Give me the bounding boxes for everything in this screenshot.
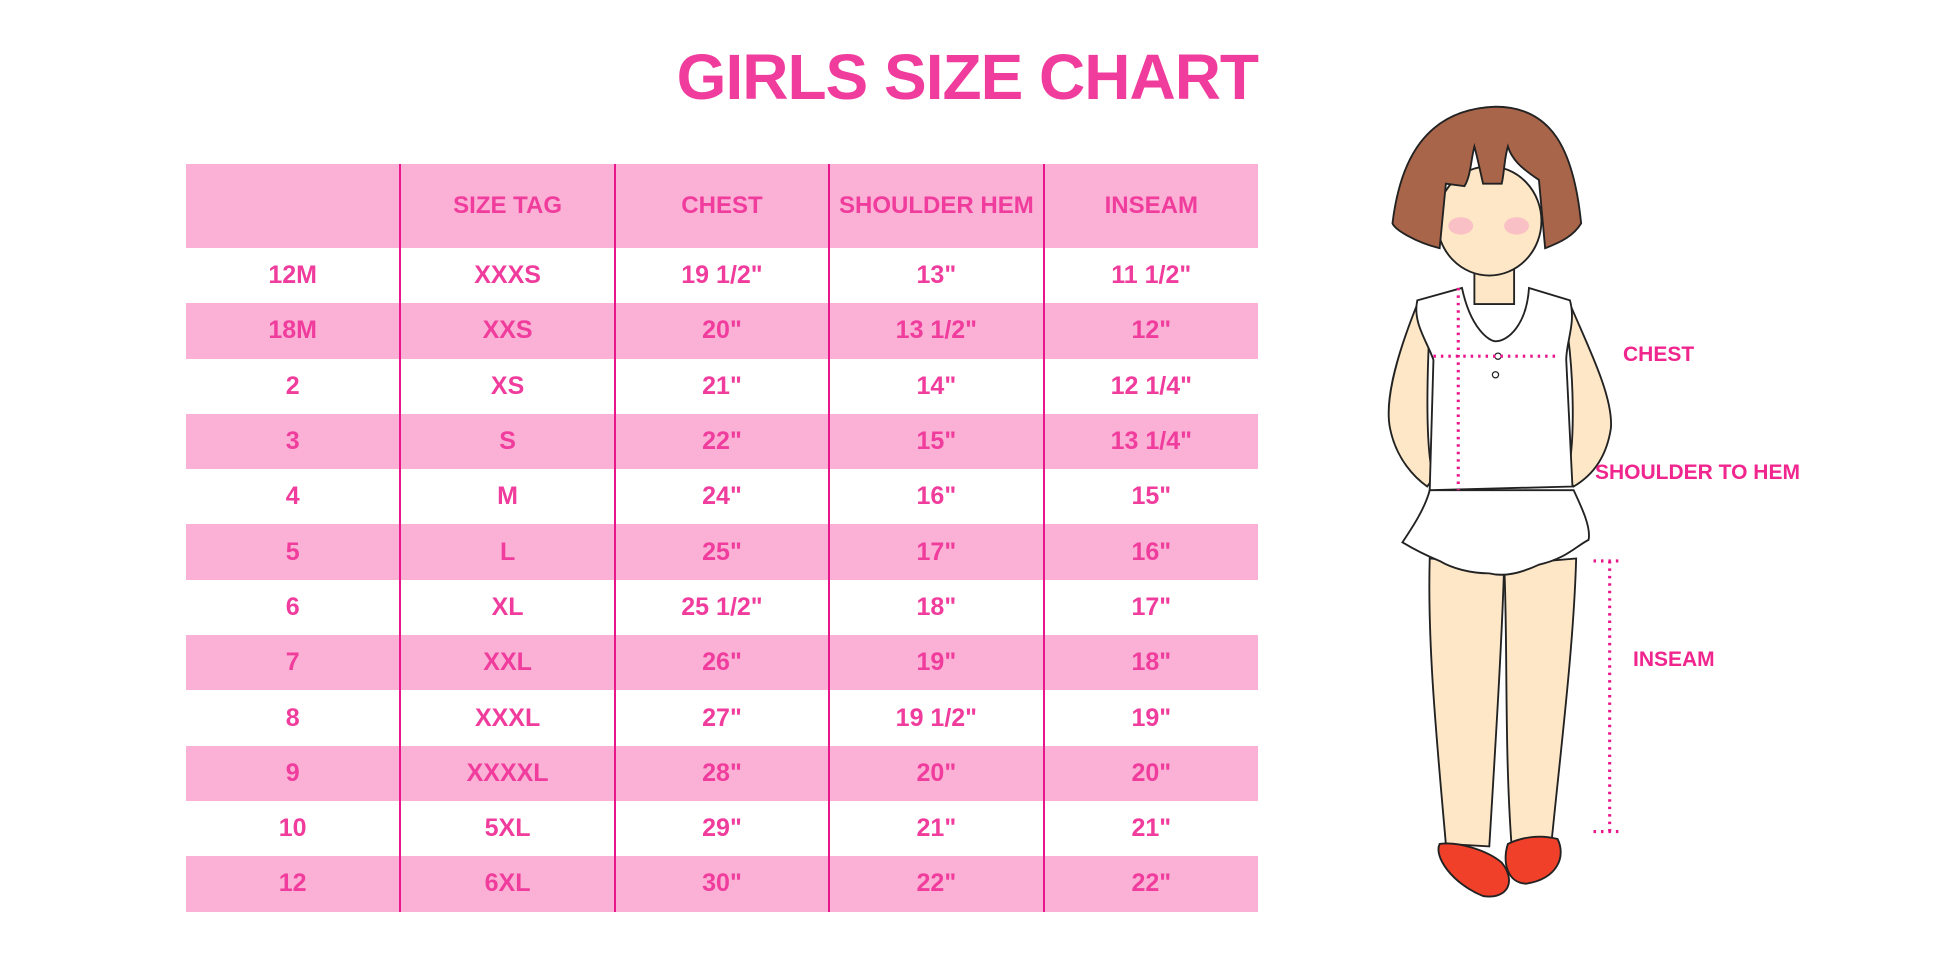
table-row: 12 6XL 30" 22" 22" xyxy=(186,856,1258,912)
left-leg xyxy=(1428,557,1506,848)
cell-chest: 25 1/2" xyxy=(613,579,830,636)
cell-size-tag: L xyxy=(399,524,615,580)
page-title: GIRLS SIZE CHART xyxy=(676,41,1259,113)
table-row: 6 XL 25 1/2" 18" 17" xyxy=(186,579,1258,636)
table-row: 7 XXL 26" 19" 18" xyxy=(186,635,1258,691)
table-row: 12M XXXS 19 1/2" 13" 11 1/2" xyxy=(186,248,1258,304)
table-row: 2 XS 21" 14" 12 1/4" xyxy=(186,358,1258,414)
cell-size: 4 xyxy=(285,482,300,511)
cell-shoulder-hem: 14" xyxy=(828,358,1044,414)
cell-size-tag: S xyxy=(399,413,615,470)
size-table: SIZE TAG CHEST SHOULDER HEM INSEAM 12M XX… xyxy=(186,164,1258,912)
cell-size-tag: XXS xyxy=(399,303,615,359)
cell-size-tag: XXXS xyxy=(399,248,615,304)
left-arm xyxy=(1387,302,1435,488)
cell-chest: 27" xyxy=(613,690,830,746)
table-header-row: SIZE TAG CHEST SHOULDER HEM INSEAM xyxy=(186,164,1258,248)
cell-shoulder-hem: 19 1/2" xyxy=(828,690,1044,746)
cell-size-tag: XXL xyxy=(399,635,615,691)
cell-shoulder-hem: 21" xyxy=(828,800,1044,857)
cell-size: 7 xyxy=(285,648,300,677)
cell-shoulder-hem: 17" xyxy=(828,524,1044,580)
cell-size: 6 xyxy=(285,592,300,621)
cell-shoulder-hem: 18" xyxy=(828,579,1044,636)
right-arm xyxy=(1565,300,1612,488)
cell-size: 18M xyxy=(268,316,318,345)
chest-label: CHEST xyxy=(1623,343,1695,366)
cell-chest: 30" xyxy=(613,856,830,912)
shoulder-to-hem-label: SHOULDER TO HEM xyxy=(1595,461,1800,484)
cell-inseam: 11 1/2" xyxy=(1042,248,1258,304)
cell-inseam: 12 1/4" xyxy=(1042,358,1258,414)
table-row: 18M XXS 20" 13 1/2" 12" xyxy=(186,303,1258,359)
left-shoe xyxy=(1437,842,1510,898)
cell-size: 2 xyxy=(285,371,300,400)
bloomers xyxy=(1401,489,1590,576)
cell-chest: 22" xyxy=(613,413,830,470)
cell-chest: 25" xyxy=(613,524,830,580)
dress-top xyxy=(1415,286,1574,492)
cell-shoulder-hem: 15" xyxy=(828,413,1044,470)
cell-size-tag: M xyxy=(399,469,615,525)
cell-size: 8 xyxy=(285,703,300,732)
table-row: 9 XXXXL 28" 20" 20" xyxy=(186,745,1258,801)
cell-shoulder-hem: 13 1/2" xyxy=(828,303,1044,359)
cell-size-tag: XXXL xyxy=(399,690,615,746)
cell-size-tag: 5XL xyxy=(399,800,615,857)
cell-chest: 24" xyxy=(613,469,830,525)
cell-size-tag: XXXXL xyxy=(399,745,615,801)
cell-size: 10 xyxy=(278,814,307,843)
cell-shoulder-hem: 16" xyxy=(828,469,1044,525)
cell-size-tag: XL xyxy=(399,579,615,636)
cell-shoulder-hem: 22" xyxy=(828,856,1044,912)
cell-inseam: 20" xyxy=(1042,745,1258,801)
cell-shoulder-hem: 19" xyxy=(828,635,1044,691)
table-row: 10 5XL 29" 21" 21" xyxy=(186,800,1258,857)
cell-chest: 19 1/2" xyxy=(613,248,830,304)
cell-inseam: 18" xyxy=(1042,635,1258,691)
header-size-tag: SIZE TAG xyxy=(399,164,615,248)
header-shoulder-hem: SHOULDER HEM xyxy=(828,164,1044,248)
table-row: 3 S 22" 15" 13 1/4" xyxy=(186,413,1258,470)
cell-chest: 28" xyxy=(613,745,830,801)
cell-inseam: 13 1/4" xyxy=(1042,413,1258,470)
cell-chest: 21" xyxy=(613,358,830,414)
blush xyxy=(1504,217,1529,235)
table-row: 5 L 25" 17" 16" xyxy=(186,524,1258,580)
cell-size-tag: 6XL xyxy=(399,856,615,912)
cell-shoulder-hem: 20" xyxy=(828,745,1044,801)
header-inseam: INSEAM xyxy=(1042,164,1258,248)
cell-size: 5 xyxy=(285,537,300,566)
cell-shoulder-hem: 13" xyxy=(828,248,1044,304)
button-icon xyxy=(1491,371,1500,379)
cell-size-tag: XS xyxy=(399,358,615,414)
table-row: 4 M 24" 16" 15" xyxy=(186,469,1258,525)
table-row: 8 XXXL 27" 19 1/2" 19" xyxy=(186,690,1258,746)
cell-chest: 26" xyxy=(613,635,830,691)
inseam-label: INSEAM xyxy=(1633,648,1715,671)
cell-inseam: 17" xyxy=(1042,579,1258,636)
cell-inseam: 12" xyxy=(1042,303,1258,359)
hair xyxy=(1391,105,1583,250)
cell-size: 12 xyxy=(278,869,307,898)
header-chest: CHEST xyxy=(613,164,830,248)
cell-size: 3 xyxy=(285,427,300,456)
right-shoe xyxy=(1504,835,1562,885)
cell-inseam: 19" xyxy=(1042,690,1258,746)
cell-chest: 29" xyxy=(613,800,830,857)
blush xyxy=(1448,217,1474,235)
cell-inseam: 16" xyxy=(1042,524,1258,580)
cell-inseam: 22" xyxy=(1042,856,1258,912)
cell-inseam: 15" xyxy=(1042,469,1258,525)
cell-inseam: 21" xyxy=(1042,800,1258,857)
cell-chest: 20" xyxy=(613,303,830,359)
cell-size: 12M xyxy=(268,261,318,290)
button-icon xyxy=(1494,352,1502,360)
right-leg xyxy=(1503,557,1578,848)
cell-size: 9 xyxy=(285,758,300,787)
